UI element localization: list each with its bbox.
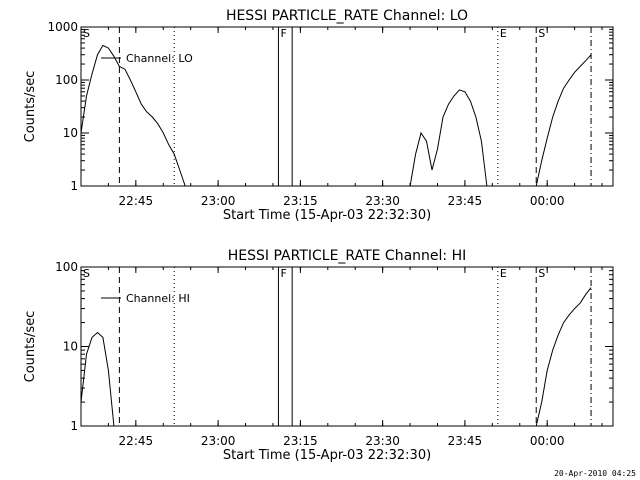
y-axis-label: Counts/sec	[23, 311, 38, 383]
x-tick-label: 23:45	[448, 434, 483, 448]
x-tick-label: 00:00	[530, 434, 565, 448]
series-line	[80, 44, 186, 187]
plot-frame	[80, 26, 614, 187]
legend-label: Channel: HI	[126, 292, 190, 305]
event-marker-label: E	[500, 267, 507, 280]
y-tick-label: 100	[55, 260, 78, 274]
series-line	[80, 331, 115, 427]
event-marker-label: S	[83, 267, 90, 280]
x-tick-label: 23:45	[448, 194, 483, 208]
x-tick-label: 23:15	[283, 434, 318, 448]
event-marker-label: S	[538, 267, 545, 280]
series-line	[535, 54, 592, 187]
chart-title: HESSI PARTICLE_RATE Channel: LO	[226, 8, 468, 24]
event-marker-label: E	[500, 27, 507, 40]
x-tick-label: 23:00	[201, 194, 236, 208]
chart-title: HESSI PARTICLE_RATE Channel: HI	[228, 248, 466, 264]
x-tick-label: 23:15	[283, 194, 318, 208]
x-axis-label: Start Time (15-Apr-03 22:32:30)	[223, 448, 431, 463]
plot-frame	[80, 266, 614, 427]
y-tick-label: 10	[63, 126, 78, 140]
event-marker-label: S	[83, 27, 90, 40]
y-tick-label: 1000	[47, 20, 78, 34]
x-axis-label: Start Time (15-Apr-03 22:32:30)	[223, 208, 431, 223]
generation-timestamp: 20-Apr-2010 04:25	[554, 469, 636, 478]
series-line	[535, 287, 592, 427]
x-tick-label: 00:00	[530, 194, 565, 208]
y-tick-label: 100	[55, 73, 78, 87]
y-tick-label: 10	[63, 340, 78, 354]
legend-label: Channel: LO	[126, 52, 193, 65]
x-tick-label: 23:30	[365, 434, 400, 448]
y-tick-label: 1	[70, 419, 78, 433]
x-tick-label: 23:30	[365, 194, 400, 208]
x-tick-label: 22:45	[119, 194, 154, 208]
x-tick-label: 23:00	[201, 434, 236, 448]
event-marker-label: S	[538, 27, 545, 40]
x-tick-label: 22:45	[119, 434, 154, 448]
event-marker-label: F	[280, 267, 286, 280]
y-axis-label: Counts/sec	[23, 71, 38, 143]
series-line	[409, 89, 488, 187]
y-tick-label: 1	[70, 179, 78, 193]
event-marker-label: F	[280, 27, 286, 40]
